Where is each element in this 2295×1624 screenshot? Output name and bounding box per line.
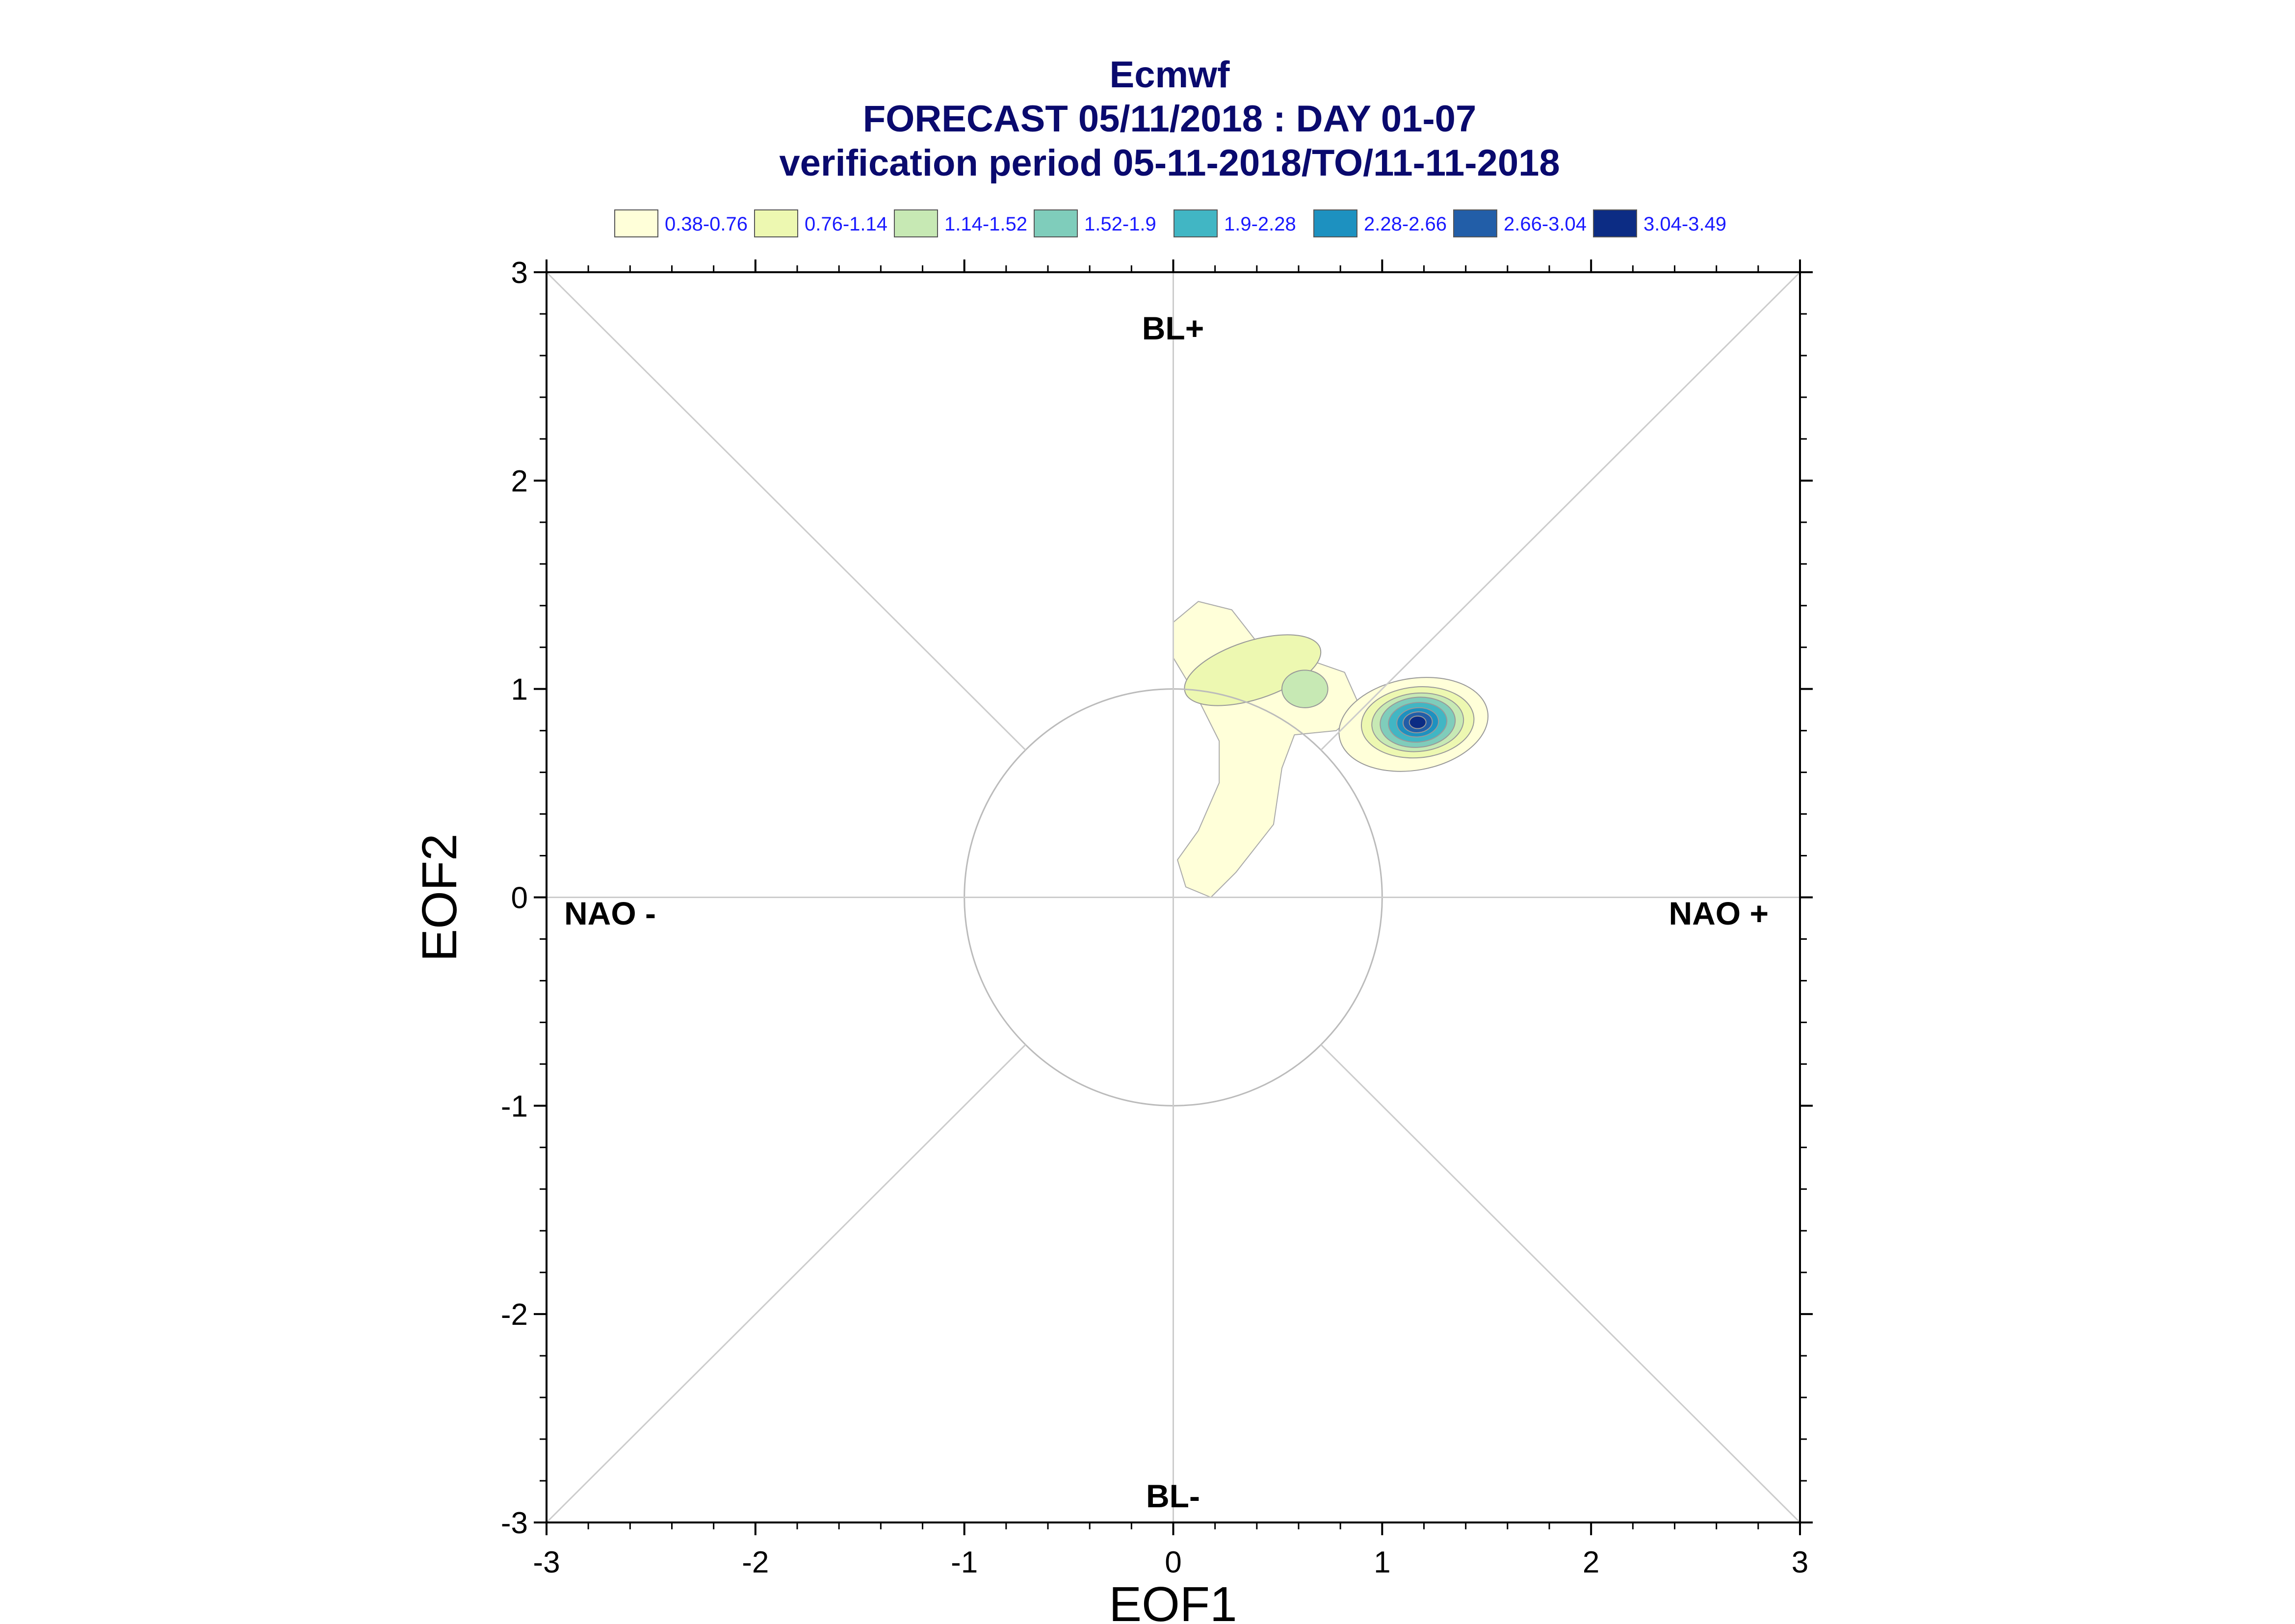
chart-title: Ecmwf — [1110, 54, 1230, 96]
x-tick-label: -3 — [533, 1546, 560, 1579]
x-tick-label: 3 — [1792, 1546, 1808, 1579]
legend-swatch — [1593, 209, 1637, 237]
legend-swatch — [1453, 209, 1497, 237]
legend-label: 2.28-2.66 — [1364, 213, 1447, 235]
axes: -3 -2 -1 0 1 2 3 -3 -2 -1 0 1 2 3 — [501, 256, 1813, 1579]
y-tick-label: 2 — [511, 464, 528, 498]
legend-label: 2.66-3.04 — [1504, 213, 1587, 235]
legend-label: 1.14-1.52 — [944, 213, 1027, 235]
regime-label-nao-plus: NAO + — [1669, 895, 1769, 931]
regime-label-nao-minus: NAO - — [564, 895, 656, 931]
legend: 0.38-0.76 0.76-1.14 1.14-1.52 1.52-1.9 1.9-2… — [614, 209, 1726, 237]
contour-level-2 — [1184, 634, 1322, 706]
legend-swatch — [754, 209, 798, 237]
regime-label-bl-plus: BL+ — [1142, 310, 1204, 346]
legend-swatch — [614, 209, 658, 237]
x-tick-label: 1 — [1374, 1546, 1390, 1579]
legend-label: 3.04-3.49 — [1643, 213, 1726, 235]
y-tick-label: 1 — [511, 673, 528, 707]
diagonal-line — [546, 271, 1026, 751]
contour-level-8 — [1408, 715, 1427, 729]
legend-label: 0.38-0.76 — [665, 213, 748, 235]
legend-swatch — [894, 209, 938, 237]
chart-subtitle: FORECAST 05/11/2018 : DAY 01-07 — [863, 98, 1476, 140]
diagonal-line — [1320, 271, 1801, 751]
legend-label: 1.52-1.9 — [1084, 213, 1156, 235]
diagonal-line — [1320, 1044, 1801, 1523]
x-tick-label: 0 — [1165, 1546, 1181, 1579]
y-tick-label: 3 — [511, 256, 528, 290]
y-tick-label: -1 — [501, 1089, 528, 1123]
x-axis-label: EOF1 — [1109, 1577, 1237, 1624]
chart-subtitle-verification: verification period 05-11-2018/TO/11-11-… — [779, 142, 1560, 184]
density-contours — [1173, 601, 1489, 898]
legend-label: 0.76-1.14 — [805, 213, 887, 235]
legend-swatch — [1174, 209, 1218, 237]
reference-geometry — [546, 271, 1801, 1523]
legend-swatch — [1313, 209, 1357, 237]
legend-label: 1.9-2.28 — [1224, 213, 1296, 235]
y-tick-label: 0 — [511, 881, 528, 915]
regime-label-bl-minus: BL- — [1146, 1478, 1200, 1514]
x-tick-label: 2 — [1583, 1546, 1599, 1579]
contour-level-3 — [1281, 670, 1329, 708]
diagonal-line — [546, 1044, 1026, 1523]
x-tick-label: -1 — [951, 1546, 978, 1579]
y-tick-label: -3 — [501, 1506, 528, 1540]
y-tick-label: -2 — [501, 1298, 528, 1332]
y-axis-label: EOF2 — [412, 833, 467, 961]
x-tick-label: -2 — [742, 1546, 769, 1579]
legend-swatch — [1034, 209, 1078, 237]
